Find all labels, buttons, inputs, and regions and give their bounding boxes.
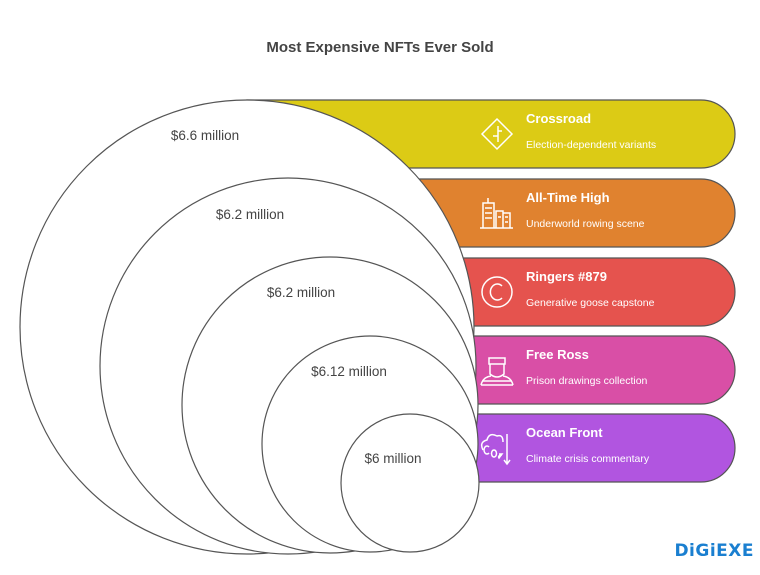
price-label: $6.2 million [267,285,335,300]
price-circle [340,413,480,553]
price-label: $6.6 million [171,128,239,143]
item-description: Generative goose capstone [526,297,655,309]
item-name: All-Time High [526,190,610,205]
co2-down-icon [480,433,511,466]
digiexe-logo: DiGiEXE [674,541,754,561]
prisoner-icon [480,357,514,386]
item-description: Climate crisis commentary [526,453,650,465]
price-label: $6 million [364,451,421,466]
diagram-title: Most Expensive NFTs Ever Sold [266,39,493,56]
item-name: Ringers #879 [526,269,607,284]
item-description: Prison drawings collection [526,375,648,387]
copyright-icon [481,276,513,308]
bar-ocean-front [409,413,736,483]
price-label: $6.2 million [216,207,284,222]
crossroad-sign-icon [480,117,514,151]
item-name: Free Ross [526,347,589,362]
item-name: Ocean Front [526,425,603,440]
item-name: Crossroad [526,111,591,126]
item-description: Election-dependent variants [526,139,656,151]
price-label: $6.12 million [311,364,387,379]
buildings-icon [480,198,513,229]
item-description: Underworld rowing scene [526,218,645,230]
